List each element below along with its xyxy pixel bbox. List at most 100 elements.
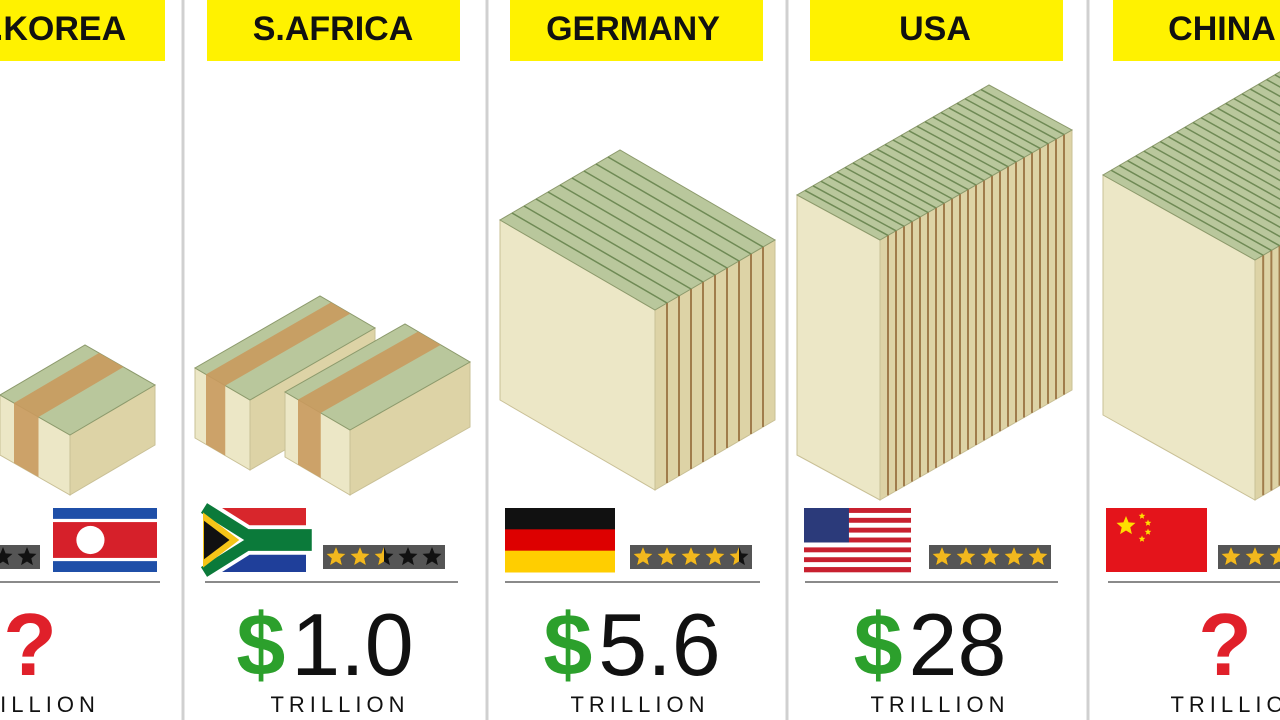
value-unit: TRILLION [870, 692, 1009, 717]
money-top-stripe [828, 176, 913, 223]
money-top-stripe [1168, 136, 1280, 201]
money-top-stripe [804, 189, 889, 237]
country-panel: .KOREA?ILLION [0, 0, 165, 717]
money-top-stripe [511, 212, 668, 304]
value-number: 1.0 [291, 595, 413, 694]
star-filled [350, 547, 370, 566]
money-top-stripe [607, 156, 764, 248]
money-top-stripe [876, 148, 961, 195]
money-top-stripe [523, 205, 680, 297]
value-unit: TRILLION [570, 692, 709, 717]
money-top-stripe [535, 198, 692, 290]
country-name: S.AFRICA [253, 10, 414, 48]
flag-part [53, 522, 157, 558]
money-top-stripe [1217, 107, 1280, 144]
flag-part [804, 552, 911, 558]
flag-part [804, 527, 911, 533]
star-empty [398, 547, 418, 566]
star-filled [932, 547, 952, 566]
money-top-stripe [595, 163, 752, 255]
money-top-stripe [1208, 112, 1280, 154]
flag-part [505, 508, 615, 530]
flag [198, 499, 316, 581]
value-text: $5.6 [543, 595, 720, 694]
flag-part [1138, 512, 1146, 519]
flag [804, 508, 911, 573]
money-top-stripe [1135, 155, 1280, 238]
money-top-stripe [932, 116, 1017, 163]
star-empty [17, 547, 37, 566]
value-unit: TRILLION [1170, 692, 1280, 717]
value-unit: ILLION [0, 692, 100, 717]
money-top-stripe [1249, 88, 1280, 107]
value-number: 28 [909, 595, 1007, 694]
star-filled [1004, 547, 1024, 566]
star-filled [1269, 547, 1280, 566]
rating [929, 545, 1051, 569]
star-filled [657, 547, 677, 566]
country-name: CHINA [1168, 10, 1276, 48]
header-box [810, 0, 1063, 61]
money-top-stripe [900, 134, 985, 182]
money-top-stripe [1184, 126, 1280, 182]
currency-sign: $ [854, 595, 903, 694]
money-band [14, 353, 124, 477]
star-filled [374, 547, 384, 566]
flag-part [505, 550, 615, 573]
flag-part [200, 503, 312, 577]
money-top-stripe [924, 121, 1009, 168]
flag-part [804, 532, 911, 538]
star-filled [326, 547, 346, 566]
flag-part [1116, 516, 1136, 535]
flag-part [804, 567, 911, 573]
flag-part [204, 520, 230, 560]
money-top-stripe [547, 191, 704, 283]
money-top-stripe [1233, 97, 1280, 126]
money-top-stripe [884, 143, 969, 191]
value-text: ? [1198, 595, 1252, 694]
value-number: ? [1198, 595, 1252, 694]
flag-part [1144, 519, 1152, 526]
money-top-stripe [571, 177, 728, 269]
header-box [510, 0, 763, 61]
money-top-stripe [980, 88, 1065, 136]
flag-part [804, 557, 911, 563]
money-top-stripe [948, 107, 1033, 154]
rating [323, 545, 445, 569]
flag [505, 508, 615, 573]
money-top-stripe [812, 185, 897, 232]
flag-part [804, 537, 911, 543]
flag [53, 508, 157, 572]
money-right-face [1254, 244, 1280, 501]
value-text: $28 [854, 595, 1007, 694]
money-top-stripe [1225, 102, 1280, 135]
flag-part [804, 508, 849, 543]
currency-sign: $ [543, 595, 592, 694]
money-top-stripe [1143, 150, 1280, 229]
country-panel: CHINA?TRILLION [1101, 0, 1280, 717]
money-band [206, 302, 351, 456]
header-box [207, 0, 460, 61]
money-top-stripe [916, 125, 1001, 172]
money-top-stripe [1200, 117, 1280, 163]
flag-part [804, 522, 911, 528]
header-box [0, 0, 165, 61]
star-filled [633, 547, 653, 566]
money-top-stripe [1159, 140, 1280, 210]
money-top-stripe [1110, 169, 1264, 256]
money-top-stripe [852, 162, 937, 209]
star-empty [422, 547, 442, 566]
value-text: $1.0 [236, 595, 413, 694]
flag-part [804, 517, 911, 524]
money-top-stripe [1241, 93, 1280, 116]
rating [630, 545, 752, 569]
money-top-stripe [844, 166, 929, 214]
money-top-stripe [1118, 164, 1272, 252]
money-left-face [796, 194, 881, 501]
star-filled [705, 547, 725, 566]
money-top-stripe [1192, 121, 1280, 173]
